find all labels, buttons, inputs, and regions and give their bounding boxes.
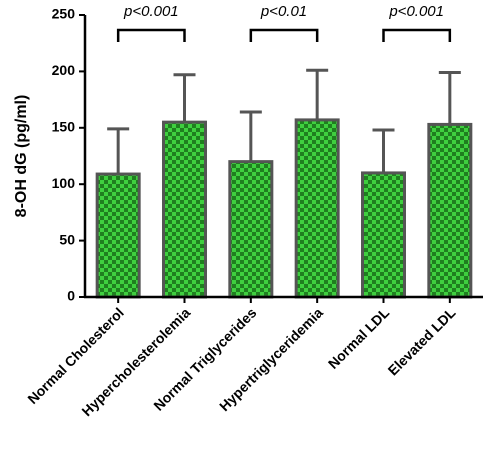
y-tick-label: 200 — [52, 62, 76, 78]
bar — [162, 120, 207, 299]
significance-bracket — [249, 28, 319, 42]
y-tick-label: 50 — [59, 231, 75, 247]
x-tick-label: Elevated LDL — [385, 304, 459, 378]
bar — [95, 172, 141, 299]
x-tick-label: Normal LDL — [325, 304, 393, 372]
y-tick-label: 0 — [67, 288, 75, 304]
y-tick-label: 250 — [52, 6, 76, 22]
p-value: p<0.001 — [388, 3, 444, 20]
bar — [427, 122, 473, 299]
y-tick-label: 100 — [52, 175, 76, 191]
bar — [228, 160, 274, 299]
p-value: p<0.001 — [123, 3, 179, 20]
significance-bracket — [382, 28, 452, 42]
x-tick-label: Hypercholesterolemia — [78, 304, 193, 419]
y-tick-label: 150 — [52, 119, 76, 135]
bar — [294, 118, 340, 299]
p-value: p<0.01 — [260, 3, 307, 20]
y-axis-label: 8-OH dG (pg/ml) — [13, 95, 30, 218]
bar — [361, 171, 406, 299]
significance-bracket — [116, 28, 186, 42]
